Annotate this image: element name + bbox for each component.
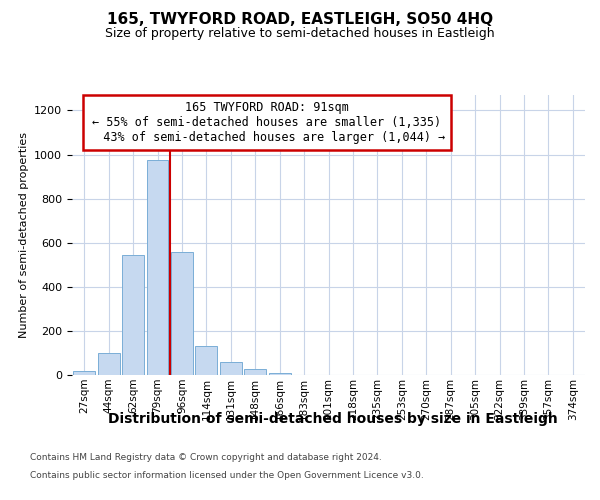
Bar [244, 369, 266, 375]
Text: 165, TWYFORD ROAD, EASTLEIGH, SO50 4HQ: 165, TWYFORD ROAD, EASTLEIGH, SO50 4HQ [107, 12, 493, 28]
Text: 165 TWYFORD ROAD: 91sqm
← 55% of semi-detached houses are smaller (1,335)
  43% : 165 TWYFORD ROAD: 91sqm ← 55% of semi-de… [89, 100, 445, 144]
Text: Distribution of semi-detached houses by size in Eastleigh: Distribution of semi-detached houses by … [108, 412, 558, 426]
Bar [98, 353, 119, 375]
Bar [146, 160, 169, 375]
Text: Size of property relative to semi-detached houses in Eastleigh: Size of property relative to semi-detach… [105, 28, 495, 40]
Bar [220, 362, 242, 375]
Bar [269, 373, 290, 375]
Text: Contains HM Land Registry data © Crown copyright and database right 2024.: Contains HM Land Registry data © Crown c… [30, 454, 382, 462]
Bar [122, 255, 144, 375]
Bar [196, 346, 217, 375]
Text: Contains public sector information licensed under the Open Government Licence v3: Contains public sector information licen… [30, 471, 424, 480]
Bar [73, 370, 95, 375]
Bar [171, 252, 193, 375]
Y-axis label: Number of semi-detached properties: Number of semi-detached properties [19, 132, 29, 338]
